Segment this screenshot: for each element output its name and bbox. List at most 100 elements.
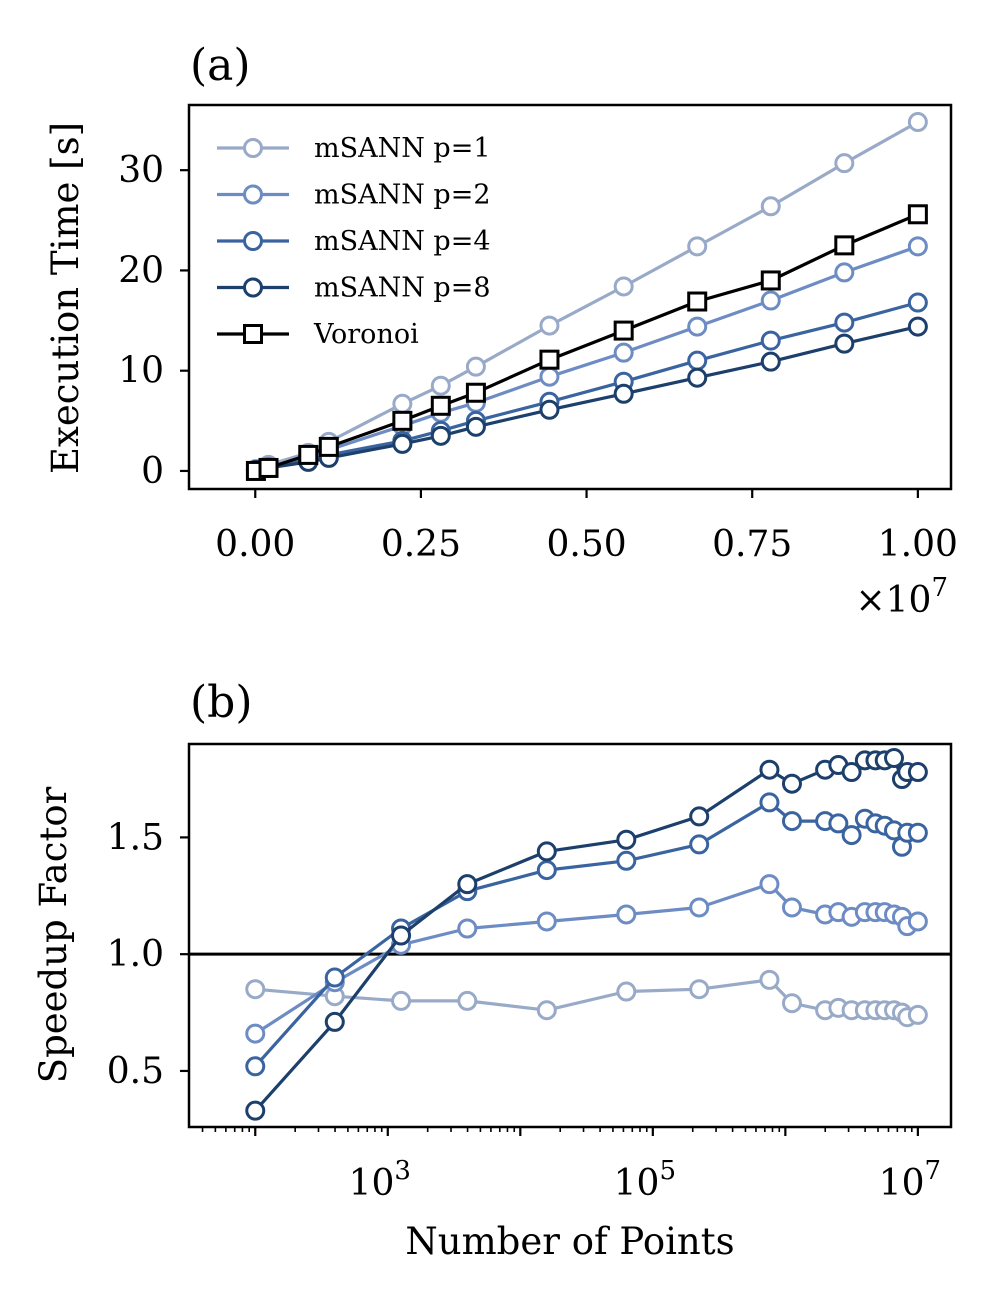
x-tick-exponent: 5 bbox=[659, 1156, 676, 1186]
x-tick-label: 105 bbox=[614, 1156, 676, 1204]
data-point bbox=[907, 1004, 928, 1025]
data-point bbox=[907, 822, 928, 843]
legend-label: mSANN p=8 bbox=[314, 273, 491, 304]
data-point bbox=[536, 841, 557, 862]
data-point bbox=[834, 333, 855, 354]
x-tick-base: 10 bbox=[614, 1163, 660, 1204]
data-point bbox=[457, 874, 478, 895]
data-point bbox=[616, 850, 637, 871]
panel-a-y-ticks: 0 10 20 30 bbox=[118, 150, 189, 492]
data-point bbox=[298, 444, 319, 465]
data-point bbox=[245, 979, 266, 1000]
panel-a-frame bbox=[187, 103, 953, 491]
panel-b-frame bbox=[187, 742, 953, 1129]
data-point bbox=[689, 834, 710, 855]
x-tick-base: 10 bbox=[349, 1163, 395, 1204]
data-point bbox=[689, 897, 710, 918]
y-tick-label: 0.5 bbox=[107, 1051, 164, 1092]
legend-entry-msann-p-4: mSANN p=4 bbox=[217, 226, 491, 257]
legend-marker bbox=[243, 324, 263, 344]
panel-a-x-ticks: 0.00 0.25 0.50 0.75 1.00 bbox=[215, 489, 958, 565]
legend-label: mSANN p=1 bbox=[314, 133, 491, 164]
data-point bbox=[465, 382, 486, 403]
panel-b-y-ticks: 0.5 1.0 1.5 bbox=[107, 817, 189, 1092]
data-point bbox=[687, 316, 708, 337]
data-point bbox=[781, 897, 802, 918]
data-point bbox=[613, 276, 634, 297]
data-point bbox=[391, 925, 412, 946]
data-point bbox=[430, 425, 451, 446]
data-point bbox=[760, 330, 781, 351]
series-msann-p-8 bbox=[245, 748, 928, 1121]
data-point bbox=[392, 393, 413, 414]
legend-marker bbox=[243, 277, 263, 298]
data-point bbox=[613, 342, 634, 363]
panel-a-legend: mSANN p=1 mSANN p=2 mSANN p=4 mSANN p=8 Voro… bbox=[217, 133, 491, 350]
legend-marker bbox=[243, 138, 263, 158]
data-point bbox=[245, 1100, 266, 1121]
x-tick-label: 0.50 bbox=[546, 524, 626, 565]
data-point bbox=[613, 383, 634, 404]
data-point bbox=[760, 351, 781, 372]
data-point bbox=[687, 350, 708, 371]
panel-b-x-ticks: 103 105 107 bbox=[201, 1127, 941, 1204]
data-point bbox=[689, 979, 710, 1000]
legend-label: Voronoi bbox=[313, 319, 419, 350]
data-point bbox=[392, 433, 413, 454]
data-point bbox=[760, 196, 781, 217]
legend-entry-voronoi: Voronoi bbox=[217, 319, 419, 350]
data-point bbox=[457, 990, 478, 1011]
x-multiplier-base: ×10 bbox=[855, 580, 931, 621]
data-point bbox=[759, 792, 780, 813]
y-tick-label: 30 bbox=[118, 150, 164, 191]
data-point bbox=[457, 918, 478, 939]
data-point bbox=[245, 1023, 266, 1044]
x-tick-label: 1.00 bbox=[878, 524, 958, 565]
data-point bbox=[258, 457, 279, 478]
data-point bbox=[781, 993, 802, 1014]
data-point bbox=[907, 204, 928, 225]
y-tick-label: 10 bbox=[118, 351, 164, 392]
data-point bbox=[907, 911, 928, 932]
panel-b-plot-area bbox=[189, 748, 951, 1121]
series-voronoi bbox=[245, 204, 928, 481]
y-tick-label: 0 bbox=[141, 451, 164, 492]
data-point bbox=[536, 1000, 557, 1021]
panel-b: (b) Speedup Factor 103 105 107 0.51.01.5 N… bbox=[32, 677, 953, 1263]
data-point bbox=[760, 270, 781, 291]
data-point bbox=[392, 410, 413, 431]
panel-a-x-multiplier: ×107 bbox=[855, 573, 948, 621]
data-point bbox=[465, 356, 486, 377]
panel-b-label: (b) bbox=[190, 677, 253, 728]
data-point bbox=[536, 911, 557, 932]
legend-entry-msann-p-1: mSANN p=1 bbox=[217, 133, 491, 164]
data-point bbox=[430, 375, 451, 396]
panel-a-plot-area bbox=[245, 112, 928, 481]
data-point bbox=[907, 762, 928, 783]
data-point bbox=[616, 981, 637, 1002]
data-point bbox=[781, 773, 802, 794]
data-point bbox=[391, 990, 412, 1011]
data-point bbox=[324, 1011, 345, 1032]
data-point bbox=[539, 349, 560, 370]
data-point bbox=[834, 312, 855, 333]
y-tick-label: 20 bbox=[118, 250, 164, 291]
x-multiplier-exponent: 7 bbox=[931, 573, 948, 603]
data-point bbox=[834, 153, 855, 174]
data-point bbox=[539, 366, 560, 387]
data-point bbox=[245, 1056, 266, 1077]
legend-label: mSANN p=2 bbox=[314, 180, 491, 211]
data-point bbox=[828, 813, 849, 834]
panel-a-y-axis-title: Execution Time [s] bbox=[44, 122, 87, 474]
data-point bbox=[907, 236, 928, 257]
data-point bbox=[430, 395, 451, 416]
x-tick-label: 103 bbox=[349, 1156, 411, 1204]
y-tick-label: 1.0 bbox=[107, 934, 164, 975]
data-point bbox=[689, 806, 710, 827]
x-tick-label: 0.25 bbox=[381, 524, 461, 565]
x-tick-label: 0.75 bbox=[712, 524, 792, 565]
legend-marker bbox=[243, 231, 263, 251]
data-point bbox=[616, 829, 637, 850]
